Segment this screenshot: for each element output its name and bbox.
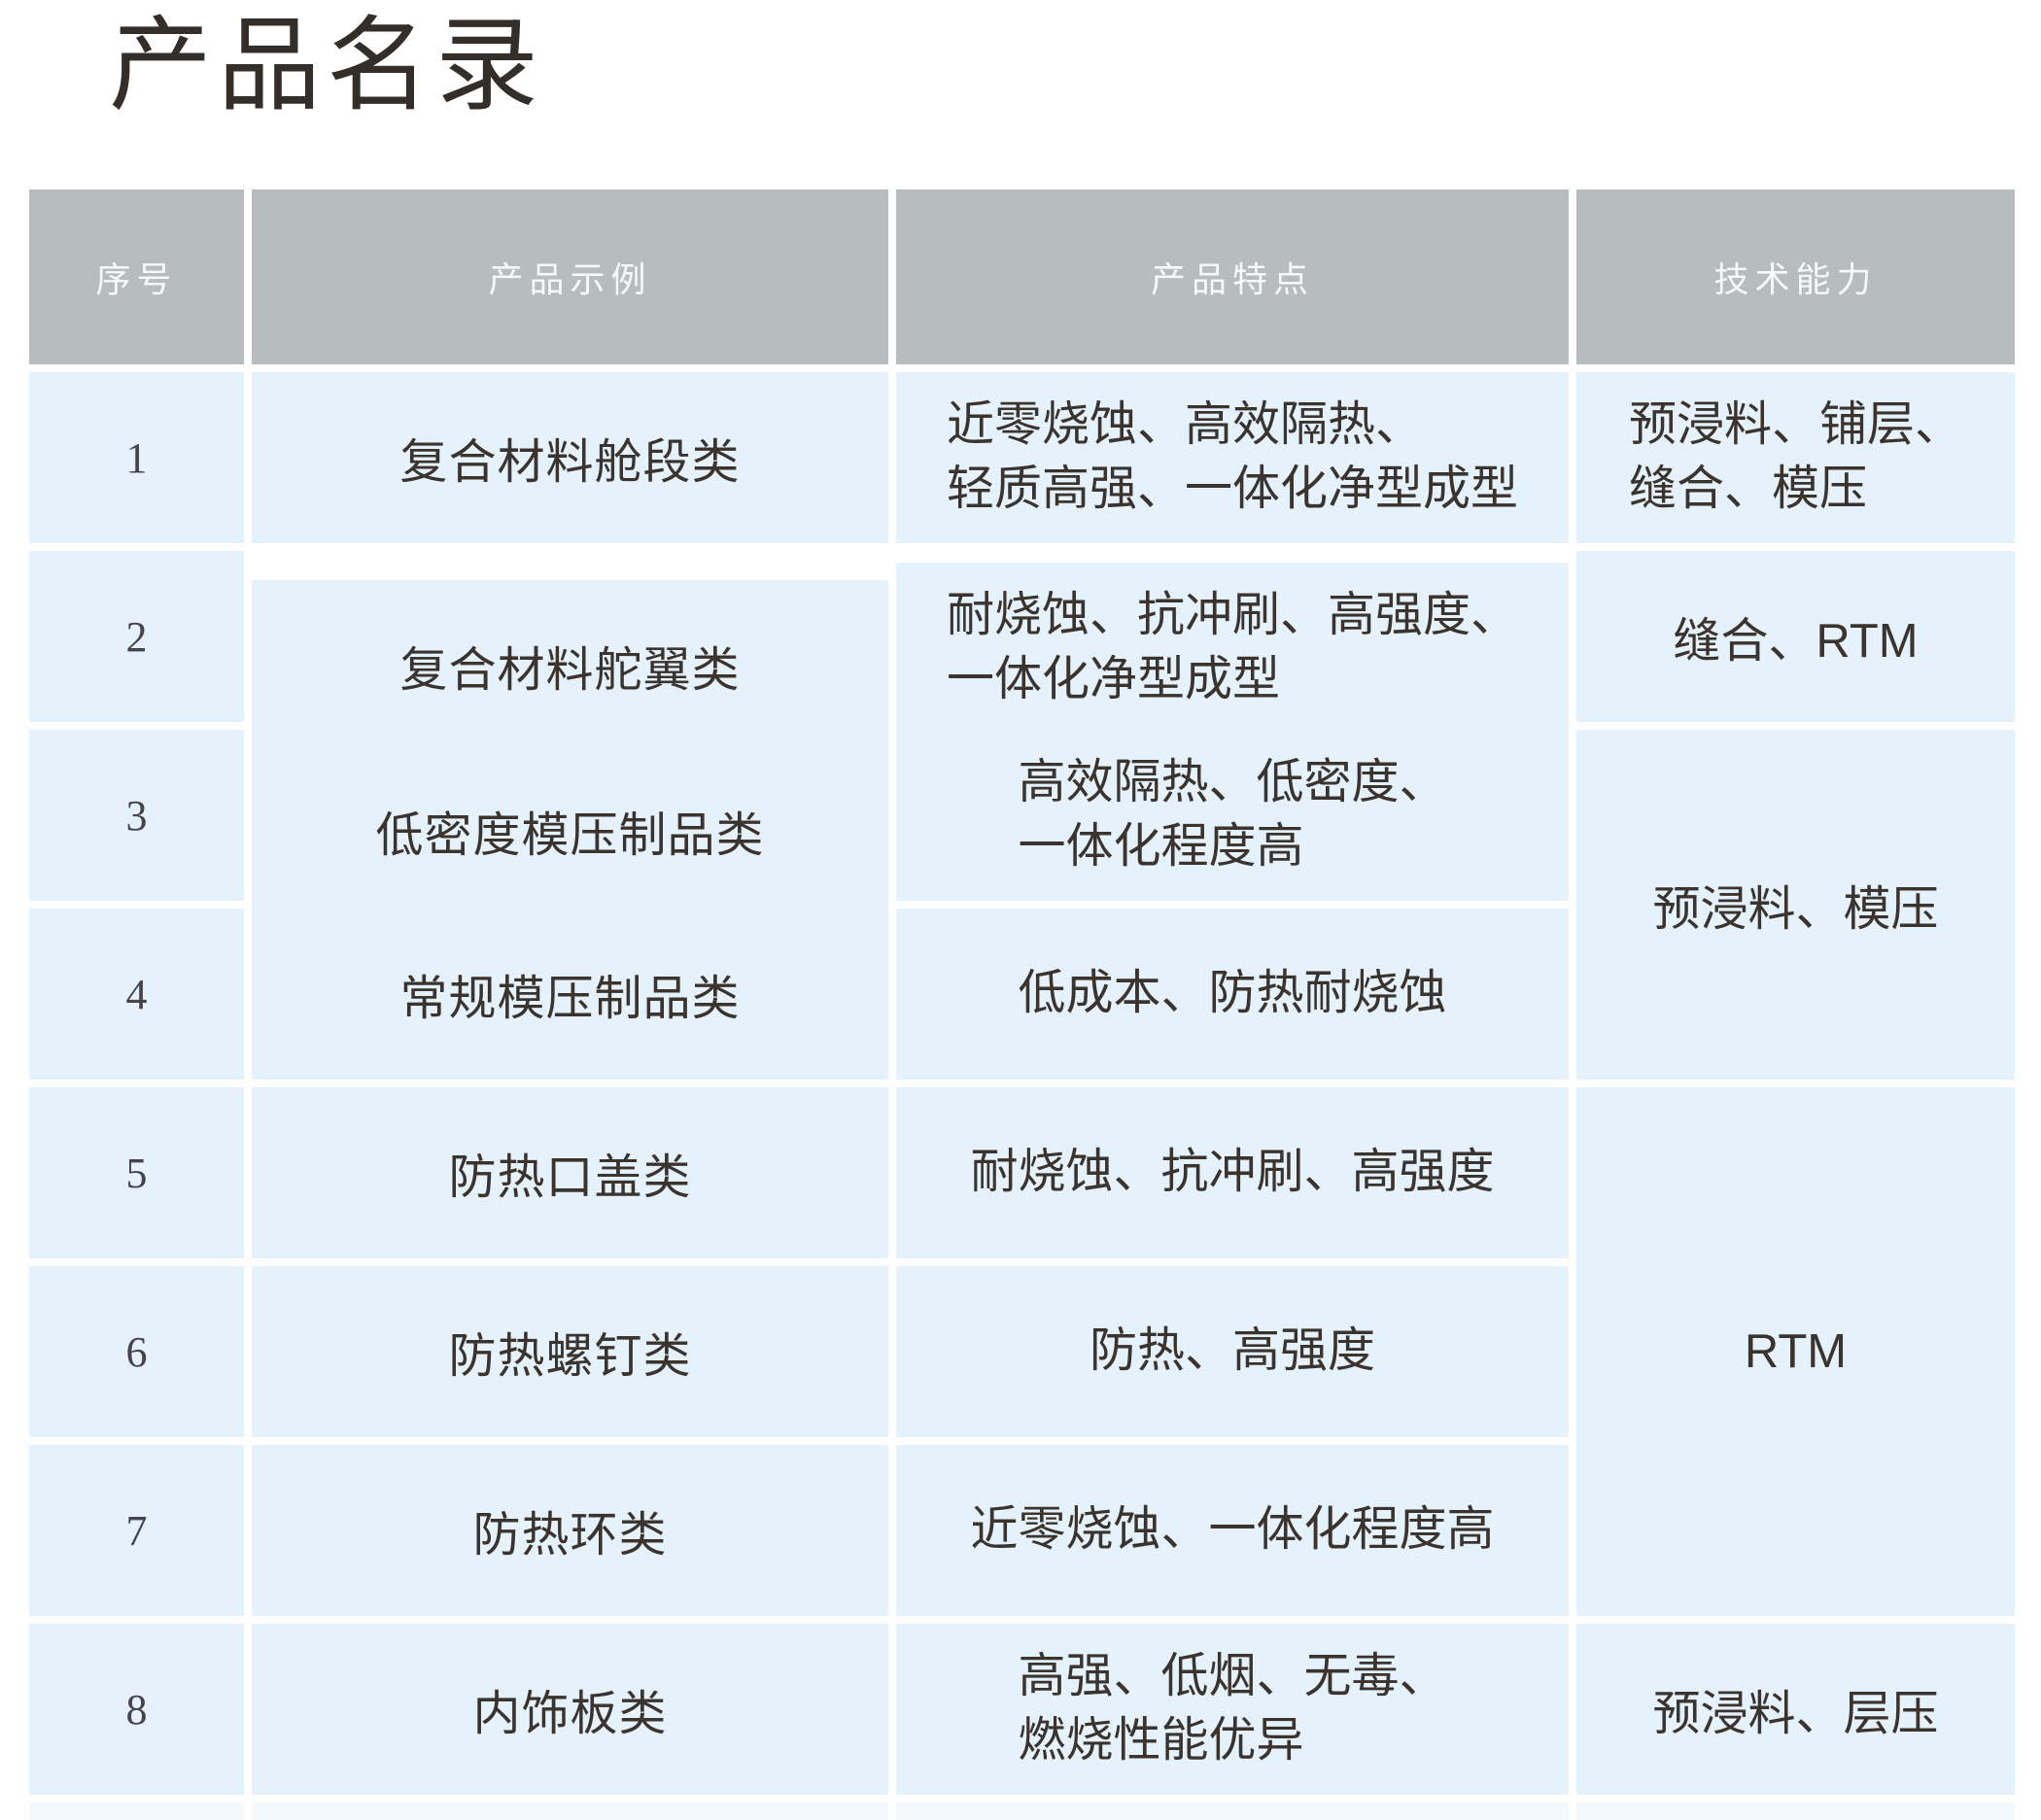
capability-cell: 缝合、RTM	[1576, 551, 2015, 722]
product-cell: 内饰板类	[252, 1624, 888, 1795]
features-cell: 高强、低烟、无毒、 燃烧性能优异	[896, 1624, 1569, 1795]
features-text: 高强、低烟、无毒、 燃烧性能优异	[1018, 1650, 1447, 1767]
product-cell: 复合材料舵翼类	[252, 580, 888, 751]
features-text: 耐烧蚀、抗冲刷、高强度、 一体化净型成型	[946, 589, 1518, 705]
serial-cell: 4	[29, 909, 244, 1080]
capability-cell-merged-rows-3-4: 预浸料、模压	[1576, 730, 2015, 1080]
capability-cell-merged-rows-5-7: RTM	[1576, 1087, 2015, 1616]
serial-cell: 1	[29, 372, 244, 543]
serial-cell: 2	[29, 551, 244, 722]
header-cell-serial: 序号	[29, 189, 244, 364]
capability-cell: 预浸料、层压	[1576, 1624, 2015, 1795]
features-cell: 近零烧蚀、一体化程度高	[896, 1445, 1569, 1616]
features-text: 近零烧蚀、一体化程度高	[970, 1503, 1495, 1557]
features-text: 防热、高强度	[1089, 1324, 1375, 1378]
product-cell: 常规模压制品类	[252, 909, 888, 1080]
features-cell: 近零烧蚀、高效隔热、 轻质高强、一体化净型成型	[896, 372, 1569, 543]
header-cell-capability: 技术能力	[1576, 189, 2015, 364]
capability-cell: 预浸料、铺层、 缝合、模压	[1576, 372, 2015, 543]
capability-text: 预浸料、铺层、 缝合、模压	[1628, 398, 1962, 515]
header-cell-product: 产品示例	[252, 189, 888, 364]
partial-row-cell	[252, 1803, 888, 1820]
features-text: 近零烧蚀、高效隔热、 轻质高强、一体化净型成型	[946, 398, 1518, 515]
product-table: 序号 产品示例 产品特点 技术能力 1 复合材料舱段类 近零烧蚀、高效隔热、 轻…	[29, 189, 2015, 1820]
header-cell-features: 产品特点	[896, 189, 1569, 364]
partial-row-cell	[896, 1803, 1569, 1820]
page-title: 产品名录	[109, 9, 544, 123]
serial-cell: 8	[29, 1624, 244, 1795]
features-cell: 耐烧蚀、抗冲刷、高强度、 一体化净型成型	[896, 563, 1569, 734]
product-cell: 防热螺钉类	[252, 1266, 888, 1437]
features-cell: 高效隔热、低密度、 一体化程度高	[896, 730, 1569, 901]
partial-row-cell	[1576, 1803, 2015, 1820]
features-text: 高效隔热、低密度、 一体化程度高	[1018, 756, 1447, 873]
features-cell: 低成本、防热耐烧蚀	[896, 909, 1569, 1080]
features-text: 耐烧蚀、抗冲刷、高强度	[970, 1146, 1495, 1199]
features-cell: 防热、高强度	[896, 1266, 1569, 1437]
serial-cell: 3	[29, 730, 244, 901]
features-text: 低成本、防热耐烧蚀	[1018, 967, 1447, 1020]
product-cell: 防热口盖类	[252, 1087, 888, 1258]
product-cell: 低密度模压制品类	[252, 745, 888, 916]
serial-cell: 5	[29, 1087, 244, 1258]
partial-row-cell	[29, 1803, 244, 1820]
serial-cell: 6	[29, 1266, 244, 1437]
features-cell: 耐烧蚀、抗冲刷、高强度	[896, 1087, 1569, 1258]
product-cell: 防热环类	[252, 1445, 888, 1616]
serial-cell: 7	[29, 1445, 244, 1616]
product-cell: 复合材料舱段类	[252, 372, 888, 543]
